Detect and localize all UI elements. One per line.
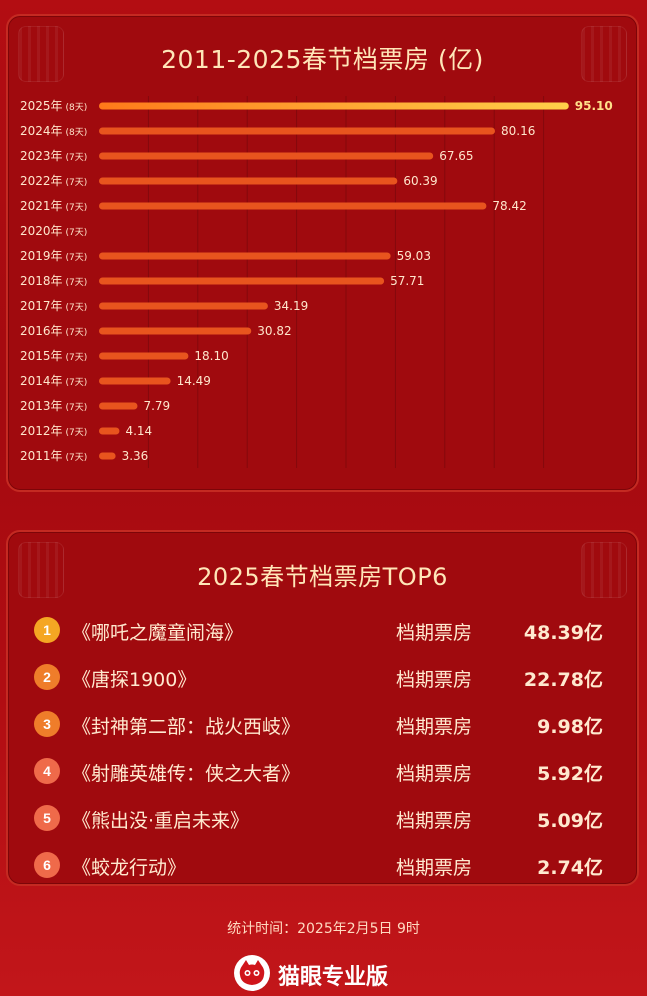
rank-badge: 2 <box>34 664 60 690</box>
bar-2025年 <box>99 102 569 110</box>
bar-value-label: 80.16 <box>501 124 535 138</box>
bar-value-label: 57.71 <box>390 274 424 288</box>
year-tick-label: 2016年 (7天) <box>20 324 87 338</box>
year-tick-label: 2023年 (7天) <box>20 149 87 163</box>
top6-title: 2025春节档票房TOP6 <box>197 563 448 591</box>
bar-2018年 <box>99 277 385 285</box>
year-tick-label: 2013年 (7天) <box>20 399 87 413</box>
box-office-label: 档期票房 <box>396 763 473 785</box>
box-office-label: 档期票房 <box>396 810 473 832</box>
year-tick-label: 2014年 (7天) <box>20 374 87 388</box>
bar-value-label: 60.39 <box>403 174 437 188</box>
lantern-decoration-right <box>581 542 627 598</box>
stat-time: 统计时间：2025年2月5日 9时 <box>227 921 420 937</box>
bar-2013年 <box>99 402 138 410</box>
brand-logo: 猫眼专业版 <box>234 953 414 993</box>
chart-title: 2011-2025春节档票房 (亿) <box>161 45 484 74</box>
rank-badge: 3 <box>34 711 60 737</box>
top6-row: 3 《封神第二部：战火西岐》 档期票房 9.98亿 <box>32 705 613 745</box>
year-tick-label: 2015年 (7天) <box>20 349 87 363</box>
top6-row: 1 《哪吒之魔童闹海》 档期票房 48.39亿 <box>32 611 613 651</box>
box-office-chart-panel: 2011-2025春节档票房 (亿) 2025年 (8天) 95.10 2024年 (8… <box>6 14 639 492</box>
cat-eye-logo-icon <box>234 955 270 991</box>
bar-2019年 <box>99 252 391 260</box>
year-tick-label: 2020年 (7天) <box>20 224 87 238</box>
bar-value-label: 67.65 <box>439 149 473 163</box>
bar-value-label: 7.79 <box>143 399 170 413</box>
box-office-value: 48.39亿 <box>523 622 603 644</box>
bar-value-label: 78.42 <box>492 199 526 213</box>
bar-chart: 2025年 (8天) 95.10 2024年 (8天) 80.16 2023年 (7天) 67.… <box>20 96 613 468</box>
bar-value-label: 30.82 <box>257 324 291 338</box>
rank-badge: 5 <box>34 805 60 831</box>
bar-value-label: 4.14 <box>125 424 152 438</box>
lantern-decoration-left <box>18 26 64 82</box>
lantern-decoration-right <box>581 26 627 82</box>
box-office-label: 档期票房 <box>396 622 473 644</box>
bar-2024年 <box>99 127 495 135</box>
bar-2022年 <box>99 177 398 185</box>
movie-title: 《熊出没·重启未来》 <box>72 810 250 832</box>
top6-row: 5 《熊出没·重启未来》 档期票房 5.09亿 <box>32 799 613 839</box>
bar-2017年 <box>99 302 268 310</box>
bar-2015年 <box>99 352 189 360</box>
movie-title: 《封神第二部：战火西岐》 <box>72 716 301 738</box>
rank-badge: 1 <box>34 617 60 643</box>
bar-value-label: 59.03 <box>397 249 431 263</box>
year-tick-label: 2018年 (7天) <box>20 274 87 288</box>
top6-row: 4 《射雕英雄传：侠之大者》 档期票房 5.92亿 <box>32 752 613 792</box>
top6-row: 2 《唐探1900》 档期票房 22.78亿 <box>32 658 613 698</box>
bar-value-label: 3.36 <box>122 449 149 463</box>
year-tick-label: 2022年 (7天) <box>20 174 87 188</box>
bar-value-label: 34.19 <box>274 299 308 313</box>
brand-name: 猫眼专业版 <box>278 965 389 990</box>
bar-2014年 <box>99 377 171 385</box>
bar-value-label: 14.49 <box>177 374 211 388</box>
box-office-value: 5.09亿 <box>537 810 603 832</box>
bar-value-label: 18.10 <box>194 349 228 363</box>
year-tick-label: 2011年 (7天) <box>20 449 87 463</box>
movie-title: 《射雕英雄传：侠之大者》 <box>72 763 301 785</box>
year-tick-label: 2017年 (7天) <box>20 299 87 313</box>
rank-badge: 6 <box>34 852 60 878</box>
bar-2023年 <box>99 152 434 160</box>
year-tick-label: 2021年 (7天) <box>20 199 87 213</box>
box-office-value: 5.92亿 <box>537 763 603 785</box>
movie-title: 《蛟龙行动》 <box>72 857 187 879</box>
box-office-value: 22.78亿 <box>523 669 603 691</box>
bar-2012年 <box>99 427 120 435</box>
year-tick-label: 2025年 (8天) <box>20 99 87 113</box>
movie-title: 《哪吒之魔童闹海》 <box>72 622 244 644</box>
top6-panel: 2025春节档票房TOP6 1 《哪吒之魔童闹海》 档期票房 48.39亿 2 《唐探19… <box>6 530 639 886</box>
year-tick-label: 2024年 (8天) <box>20 124 87 138</box>
lantern-decoration-left <box>18 542 64 598</box>
bar-2016年 <box>99 327 252 335</box>
top6-row: 6 《蛟龙行动》 档期票房 2.74亿 <box>32 846 613 886</box>
box-office-label: 档期票房 <box>396 857 473 879</box>
box-office-value: 9.98亿 <box>537 716 603 738</box>
box-office-label: 档期票房 <box>396 669 473 691</box>
bar-value-label: 95.10 <box>575 99 613 113</box>
box-office-value: 2.74亿 <box>537 857 603 879</box>
year-tick-label: 2019年 (7天) <box>20 249 87 263</box>
movie-title: 《唐探1900》 <box>72 669 197 691</box>
year-tick-label: 2012年 (7天) <box>20 424 87 438</box>
bar-2021年 <box>99 202 487 210</box>
box-office-label: 档期票房 <box>396 716 473 738</box>
rank-badge: 4 <box>34 758 60 784</box>
bar-2011年 <box>99 452 116 460</box>
